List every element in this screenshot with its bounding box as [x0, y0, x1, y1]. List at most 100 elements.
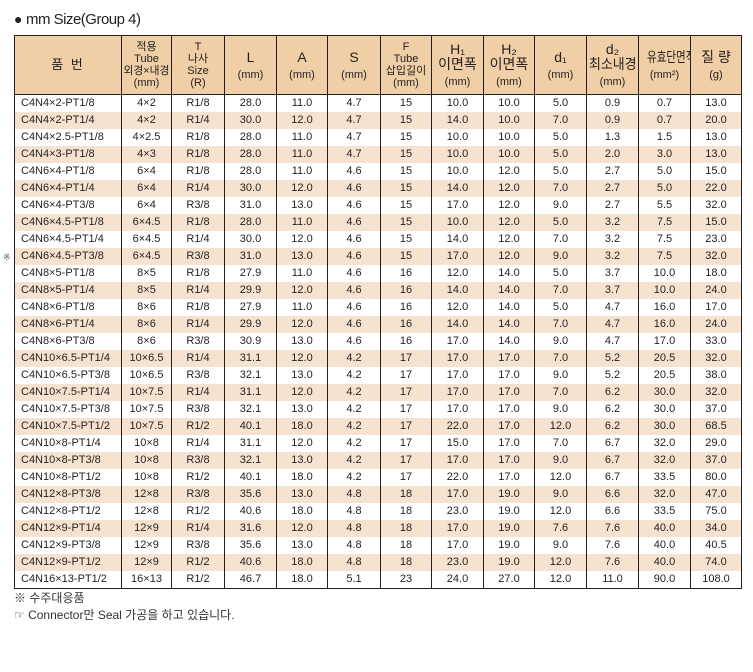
table-cell: 17.0 [483, 418, 535, 435]
table-cell: 17 [380, 435, 432, 452]
cell-text: 90.0 [653, 573, 676, 585]
cell-text: 12.0 [446, 267, 469, 279]
cell-text: 14.0 [498, 284, 520, 296]
table-cell: 13.0 [276, 401, 328, 418]
cell-text: 27.9 [239, 267, 262, 279]
table-cell: 10×6.5 [121, 367, 172, 384]
table-cell: 7.0 [534, 435, 587, 452]
table-cell: 31.0 [224, 197, 277, 214]
table-cell: 14.0 [483, 316, 535, 333]
cell-text: 4.2 [346, 352, 362, 364]
cell-text: 5.0 [552, 97, 569, 109]
table-cell: R3/8 [171, 486, 225, 503]
cell-text: C4N6×4.5-PT1/4 [21, 233, 104, 245]
part-number-cell: C4N6×4.5-PT3/8 [14, 248, 122, 265]
table-cell: 10×7.5 [121, 401, 172, 418]
table-cell: 29.9 [224, 316, 277, 333]
cell-text: 30.0 [239, 233, 262, 245]
table-cell: 18 [380, 537, 432, 554]
table-cell: 27.0 [483, 571, 535, 589]
table-cell: 10.0 [638, 265, 691, 282]
cell-text: 15.0 [705, 165, 727, 177]
cell-text: 4.7 [346, 131, 362, 143]
cell-text: 30.0 [653, 386, 676, 398]
cell-text: 13.0 [291, 250, 313, 262]
part-number-cell: C4N10×7.5-PT1/4 [14, 384, 122, 401]
column-header: H₂ 이면폭 (mm) [483, 35, 535, 95]
cell-text: 30.9 [239, 335, 262, 347]
cell-text: 29.9 [239, 318, 262, 330]
table-row: C4N12×8-PT3/8 12×8 R3/8 35.6 13.0 4.8 18 17.0 19… [14, 486, 742, 503]
header-label: A [297, 48, 307, 65]
table-cell: 15 [380, 180, 432, 197]
table-cell: 38.0 [690, 367, 742, 384]
table-cell: 30.9 [224, 333, 277, 350]
table-cell: 27.9 [224, 265, 277, 282]
cell-text: 30.0 [239, 114, 262, 126]
table-body: C4N4×2-PT1/8 4×2 R1/8 28.0 11.0 4.7 15 10.0 10.0… [14, 94, 742, 589]
table-cell: 32.0 [690, 384, 742, 401]
table-cell: 5.2 [586, 350, 639, 367]
table-cell: 17.0 [431, 486, 484, 503]
cell-text: 10×7.5 [129, 420, 164, 432]
cell-text: 17.0 [498, 471, 520, 483]
table-cell: 17.0 [483, 452, 535, 469]
table-cell: 7.6 [586, 537, 639, 554]
cell-text: 4.6 [346, 233, 362, 245]
table-cell: 18 [380, 503, 432, 520]
table-cell: 4.6 [327, 197, 381, 214]
cell-text: 4.7 [604, 318, 621, 330]
cell-text: 12.0 [291, 284, 313, 296]
table-cell: 17 [380, 384, 432, 401]
cell-text: 1.3 [604, 131, 621, 143]
cell-text: C4N6×4-PT1/8 [21, 165, 95, 177]
table-cell: 0.7 [638, 112, 691, 129]
cell-text: 17.0 [498, 352, 520, 364]
cell-text: 9.0 [552, 488, 569, 500]
bullet-icon: ● [14, 11, 22, 27]
cell-text: 11.0 [291, 131, 313, 143]
cell-text: R1/8 [186, 301, 210, 313]
cell-text: 3.0 [656, 148, 673, 160]
table-cell: 12.0 [483, 180, 535, 197]
table-cell: 17.0 [483, 367, 535, 384]
cell-text: 17 [399, 471, 413, 483]
table-cell: 80.0 [690, 469, 742, 486]
table-cell: 17.0 [483, 350, 535, 367]
table-cell: 12.0 [534, 554, 587, 571]
table-cell: 4.2 [327, 384, 381, 401]
cell-text: 12.0 [498, 199, 520, 211]
cell-text: 4.6 [346, 199, 362, 211]
cell-text: 2.7 [604, 199, 621, 211]
cell-text: 4.2 [346, 386, 362, 398]
table-cell: 17.0 [431, 197, 484, 214]
table-cell: 4.2 [327, 452, 381, 469]
cell-text: 14.0 [446, 284, 469, 296]
table-cell: 10×8 [121, 452, 172, 469]
cell-text: 14.0 [446, 318, 469, 330]
table-cell: 7.5 [638, 248, 691, 265]
table-cell: 1.5 [638, 129, 691, 146]
table-cell: 15.0 [690, 163, 742, 180]
table-cell: 12.0 [276, 384, 328, 401]
table-cell: 17.0 [431, 537, 484, 554]
table-row: C4N10×7.5-PT1/4 10×7.5 R1/4 31.1 12.0 4.2 17 17… [14, 384, 742, 401]
table-cell: R1/4 [171, 316, 225, 333]
cell-text: C4N6×4.5-PT1/8 [21, 216, 104, 228]
table-cell: 7.0 [534, 180, 587, 197]
column-header: d₁ (mm) [534, 35, 587, 95]
table-cell: 28.0 [224, 129, 277, 146]
table-cell: 16 [380, 282, 432, 299]
part-number-cell: C4N8×6-PT3/8 [15, 333, 122, 350]
cell-text: 12.0 [291, 318, 313, 330]
table-cell: R1/4 [171, 282, 225, 299]
cell-text: 2.7 [604, 182, 621, 194]
cell-text: 4.7 [346, 97, 362, 109]
table-cell: R1/2 [171, 554, 225, 571]
table-cell: 31.1 [224, 384, 277, 401]
cell-text: 18 [399, 556, 413, 568]
cell-text: 5.0 [656, 165, 673, 177]
cell-text: 17.0 [498, 437, 520, 449]
table-cell: 12.0 [483, 197, 535, 214]
table-cell: 20.5 [638, 350, 691, 367]
